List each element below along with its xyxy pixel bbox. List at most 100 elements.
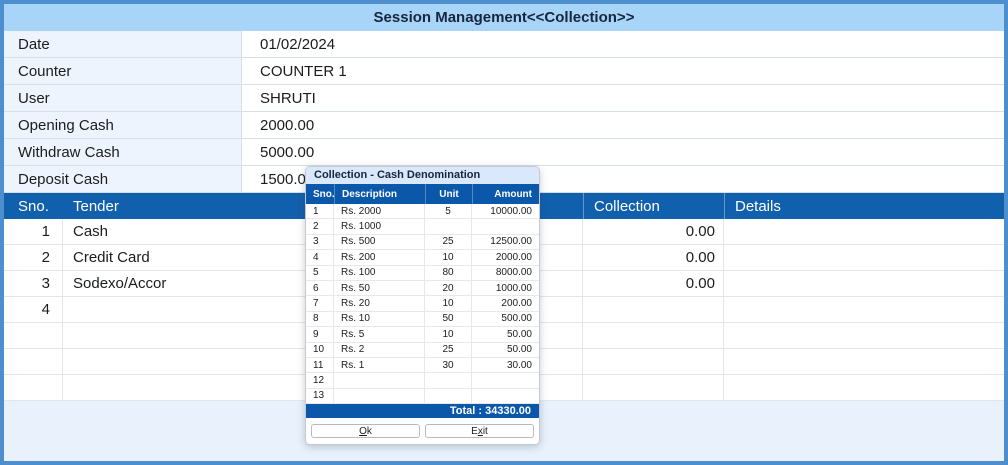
tender-row-name [63, 323, 583, 348]
tender-row-name [63, 297, 583, 322]
tender-row-sno: 1 [4, 219, 63, 244]
denomination-amount: 30.00 [506, 359, 532, 371]
exit-button[interactable]: Exit [425, 424, 534, 439]
tender-row-sno [4, 323, 63, 348]
denomination-amount [472, 219, 539, 233]
dialog-title: Collection - Cash Denomination [306, 167, 539, 184]
denomination-row[interactable]: 11 Rs. 1 30 30.00 [306, 357, 539, 374]
tender-row-name [63, 349, 583, 374]
denomination-row[interactable]: 9 Rs. 5 10 50.00 [306, 327, 539, 343]
denomination-sno: 12 [306, 373, 334, 388]
tender-row-name [63, 375, 583, 400]
denomination-header-sno: Sno. [313, 188, 335, 200]
denomination-unit-field[interactable]: 10 [425, 327, 472, 342]
denomination-unit-field[interactable] [425, 388, 472, 404]
tender-row-details [724, 375, 1004, 400]
form-row-opening-cash: Opening Cash 2000.00 [4, 112, 1004, 139]
denomination-unit-field[interactable]: 10 [425, 296, 472, 311]
denomination-amount: 10000.00 [490, 205, 532, 217]
tender-row-details [724, 349, 1004, 374]
denomination-header-description: Description [334, 184, 425, 204]
denomination-row[interactable]: 5 Rs. 100 80 8000.00 [306, 265, 539, 281]
tender-row-collection[interactable] [583, 375, 724, 400]
form-label-opening-cash: Opening Cash [4, 112, 242, 138]
denomination-sno: 13 [306, 388, 334, 404]
tender-row-collection[interactable] [583, 349, 724, 374]
tender-row-details [724, 323, 1004, 348]
denomination-total: Total : 34330.00 [306, 404, 539, 419]
form-label-date: Date [4, 31, 242, 57]
denomination-unit-field[interactable]: 10 [425, 250, 472, 265]
denomination-header-unit: Unit [425, 184, 472, 204]
denomination-description: Rs. 500 [334, 234, 425, 250]
denomination-row[interactable]: 8 Rs. 10 50 500.00 [306, 311, 539, 328]
tender-row-collection[interactable]: 0.00 [583, 245, 724, 270]
denomination-row[interactable]: 13 [306, 388, 539, 405]
denomination-row[interactable]: 1 Rs. 2000 5 10000.00 [306, 204, 539, 220]
denomination-unit-field[interactable]: 20 [425, 280, 472, 296]
tender-row-collection[interactable]: 0.00 [583, 271, 724, 296]
denomination-description: Rs. 2000 [334, 204, 425, 219]
date-field[interactable]: 01/02/2024 [242, 31, 1004, 57]
tender-row-name: Cash [63, 219, 583, 244]
tender-header-sno: Sno. [18, 197, 49, 215]
denomination-row[interactable]: 12 [306, 373, 539, 389]
form-label-user: User [4, 85, 242, 111]
tender-row-details [724, 245, 1004, 270]
tender-row-collection[interactable]: 0.00 [583, 219, 724, 244]
denomination-unit-field[interactable] [425, 373, 472, 388]
tender-row-collection[interactable] [583, 297, 724, 322]
denomination-description [334, 388, 425, 404]
form-label-withdraw-cash: Withdraw Cash [4, 139, 242, 165]
denomination-sno: 7 [306, 296, 334, 311]
tender-header-tender: Tender [73, 197, 119, 215]
cash-denomination-dialog: Collection - Cash Denomination Sno. Desc… [305, 166, 540, 446]
withdraw-cash-field[interactable]: 5000.00 [242, 139, 1004, 165]
window-title: Session Management<<Collection>> [4, 4, 1004, 31]
denomination-amount: 12500.00 [490, 236, 532, 248]
denomination-amount [472, 373, 539, 387]
denomination-unit-field[interactable]: 30 [425, 357, 472, 373]
denomination-unit-field[interactable]: 25 [425, 234, 472, 250]
denomination-description: Rs. 50 [334, 280, 425, 296]
tender-row-sno: 3 [4, 271, 63, 296]
denomination-amount: 500.00 [501, 313, 532, 325]
denomination-description: Rs. 10 [334, 311, 425, 327]
denomination-description: Rs. 100 [334, 265, 425, 280]
denomination-unit-field[interactable]: 25 [425, 342, 472, 357]
denomination-row[interactable]: 3 Rs. 500 25 12500.00 [306, 234, 539, 251]
tender-row-sno: 2 [4, 245, 63, 270]
denomination-amount: 200.00 [501, 298, 532, 310]
denomination-description [334, 373, 425, 388]
denomination-sno: 9 [306, 327, 334, 342]
ok-button[interactable]: Ok [311, 424, 420, 439]
denomination-description: Rs. 1 [334, 357, 425, 373]
denomination-row[interactable]: 6 Rs. 50 20 1000.00 [306, 280, 539, 297]
user-field[interactable]: SHRUTI [242, 85, 1004, 111]
denomination-unit-field[interactable]: 50 [425, 311, 472, 327]
denomination-unit-field[interactable] [425, 219, 472, 234]
denomination-row[interactable]: 4 Rs. 200 10 2000.00 [306, 250, 539, 266]
tender-row-details [724, 297, 1004, 322]
opening-cash-field[interactable]: 2000.00 [242, 112, 1004, 138]
denomination-sno: 3 [306, 234, 334, 250]
form-row-counter: Counter COUNTER 1 [4, 58, 1004, 85]
denomination-table-header: Sno. Description Unit Amount [306, 184, 539, 204]
denomination-unit-field[interactable]: 5 [425, 204, 472, 219]
denomination-row[interactable]: 10 Rs. 2 25 50.00 [306, 342, 539, 358]
denomination-sno: 5 [306, 265, 334, 280]
counter-field[interactable]: COUNTER 1 [242, 58, 1004, 84]
denomination-row[interactable]: 7 Rs. 20 10 200.00 [306, 296, 539, 312]
denomination-description: Rs. 2 [334, 342, 425, 357]
denomination-sno: 1 [306, 204, 334, 219]
form-row-date: Date 01/02/2024 [4, 31, 1004, 58]
tender-header-details: Details [724, 193, 1004, 219]
denomination-unit-field[interactable]: 80 [425, 265, 472, 280]
tender-row-sno [4, 349, 63, 374]
denomination-row[interactable]: 2 Rs. 1000 [306, 219, 539, 235]
denomination-amount: 2000.00 [495, 251, 532, 263]
dialog-buttons: Ok Exit [306, 418, 539, 445]
tender-row-name: Sodexo/Accor [63, 271, 583, 296]
tender-row-collection[interactable] [583, 323, 724, 348]
tender-row-name: Credit Card [63, 245, 583, 270]
